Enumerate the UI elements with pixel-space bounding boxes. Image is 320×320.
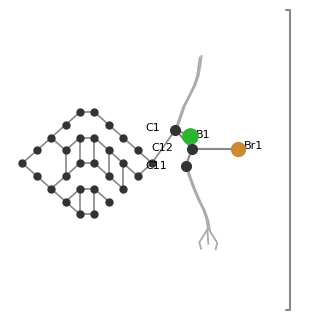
- Text: Br1: Br1: [244, 141, 263, 151]
- Text: C12: C12: [152, 143, 173, 153]
- Text: B1: B1: [196, 130, 211, 140]
- Text: C1: C1: [145, 123, 160, 133]
- Text: C11: C11: [145, 161, 167, 171]
